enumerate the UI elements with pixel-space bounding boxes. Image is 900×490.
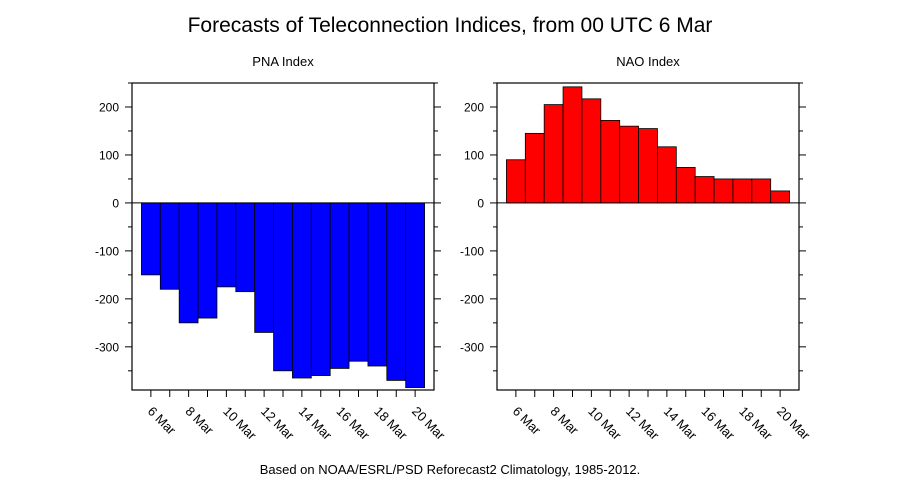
bar-17-mar bbox=[713, 178, 734, 204]
y-tick-label: 0 bbox=[112, 196, 119, 210]
bar-19-mar bbox=[751, 178, 772, 204]
chart-panel-1: PNA Index -300 -200 -100 0 100 200 6 Mar 8 Mar 10… bbox=[95, 54, 449, 443]
bar-11-mar bbox=[600, 120, 621, 204]
y-tick-label: -100 bbox=[95, 244, 119, 258]
bar-9-mar bbox=[562, 86, 583, 204]
bar-8-mar bbox=[178, 202, 199, 324]
bar-8-mar bbox=[543, 104, 564, 204]
y-tick-label: -300 bbox=[460, 340, 484, 354]
x-tick-label: 12 Mar bbox=[623, 404, 663, 444]
chart-main-title: Forecasts of Teleconnection Indices, fro… bbox=[187, 14, 713, 37]
x-tick-label: 6 Mar bbox=[145, 404, 180, 439]
bar-15-mar bbox=[310, 202, 331, 377]
bar-17-mar bbox=[348, 202, 369, 362]
x-tick-label: 18 Mar bbox=[736, 404, 776, 444]
bar-9-mar bbox=[197, 202, 218, 319]
bar-18-mar bbox=[732, 178, 753, 204]
bar-7-mar bbox=[159, 202, 180, 290]
y-tick-label: -200 bbox=[460, 292, 484, 306]
bar-12-mar bbox=[619, 125, 639, 204]
panel-title: NAO Index bbox=[616, 54, 680, 69]
x-tick-label: 14 Mar bbox=[661, 404, 701, 444]
bar-19-mar bbox=[386, 202, 407, 381]
bar-6-mar bbox=[506, 159, 526, 204]
x-tick-label: 10 Mar bbox=[220, 404, 260, 444]
bar-14-mar bbox=[657, 146, 677, 204]
x-tick-label: 10 Mar bbox=[585, 404, 625, 444]
y-tick-label: 200 bbox=[464, 100, 484, 114]
y-tick-label: 200 bbox=[99, 100, 119, 114]
y-tick-label: -100 bbox=[460, 244, 484, 258]
bar-6-mar bbox=[141, 202, 161, 276]
y-tick-label: 100 bbox=[99, 148, 119, 162]
bar-16-mar bbox=[329, 202, 350, 369]
bar-12-mar bbox=[254, 202, 274, 333]
y-tick-label: -200 bbox=[95, 292, 119, 306]
y-tick-label: 100 bbox=[464, 148, 484, 162]
y-tick-label: 0 bbox=[477, 196, 484, 210]
chart-footnote: Based on NOAA/ESRL/PSD Reforecast2 Clima… bbox=[259, 462, 641, 477]
bar-10-mar bbox=[216, 202, 237, 288]
x-tick-label: 16 Mar bbox=[334, 404, 374, 444]
bar-18-mar bbox=[367, 202, 388, 367]
bar-11-mar bbox=[235, 202, 256, 293]
panel-title: PNA Index bbox=[252, 54, 314, 69]
bar-20-mar bbox=[405, 202, 425, 389]
chart-panel-2: NAO Index -300 -200 -100 0 100 200 6 Mar 8 Mar 10… bbox=[460, 54, 814, 443]
x-tick-label: 8 Mar bbox=[548, 404, 583, 439]
x-tick-label: 8 Mar bbox=[183, 404, 218, 439]
bar-13-mar bbox=[638, 128, 658, 204]
bar-16-mar bbox=[694, 176, 715, 204]
x-tick-label: 20 Mar bbox=[409, 404, 449, 444]
x-tick-label: 20 Mar bbox=[774, 404, 814, 444]
x-tick-label: 14 Mar bbox=[296, 404, 336, 444]
bar-10-mar bbox=[581, 98, 602, 204]
bar-13-mar bbox=[273, 202, 293, 372]
bar-7-mar bbox=[524, 132, 545, 204]
bar-15-mar bbox=[675, 167, 696, 204]
x-tick-label: 12 Mar bbox=[258, 404, 298, 444]
y-tick-label: -300 bbox=[95, 340, 119, 354]
bar-20-mar bbox=[770, 190, 790, 204]
x-tick-label: 16 Mar bbox=[699, 404, 739, 444]
x-tick-label: 18 Mar bbox=[371, 404, 411, 444]
bar-14-mar bbox=[292, 202, 312, 379]
x-tick-label: 6 Mar bbox=[510, 404, 545, 439]
